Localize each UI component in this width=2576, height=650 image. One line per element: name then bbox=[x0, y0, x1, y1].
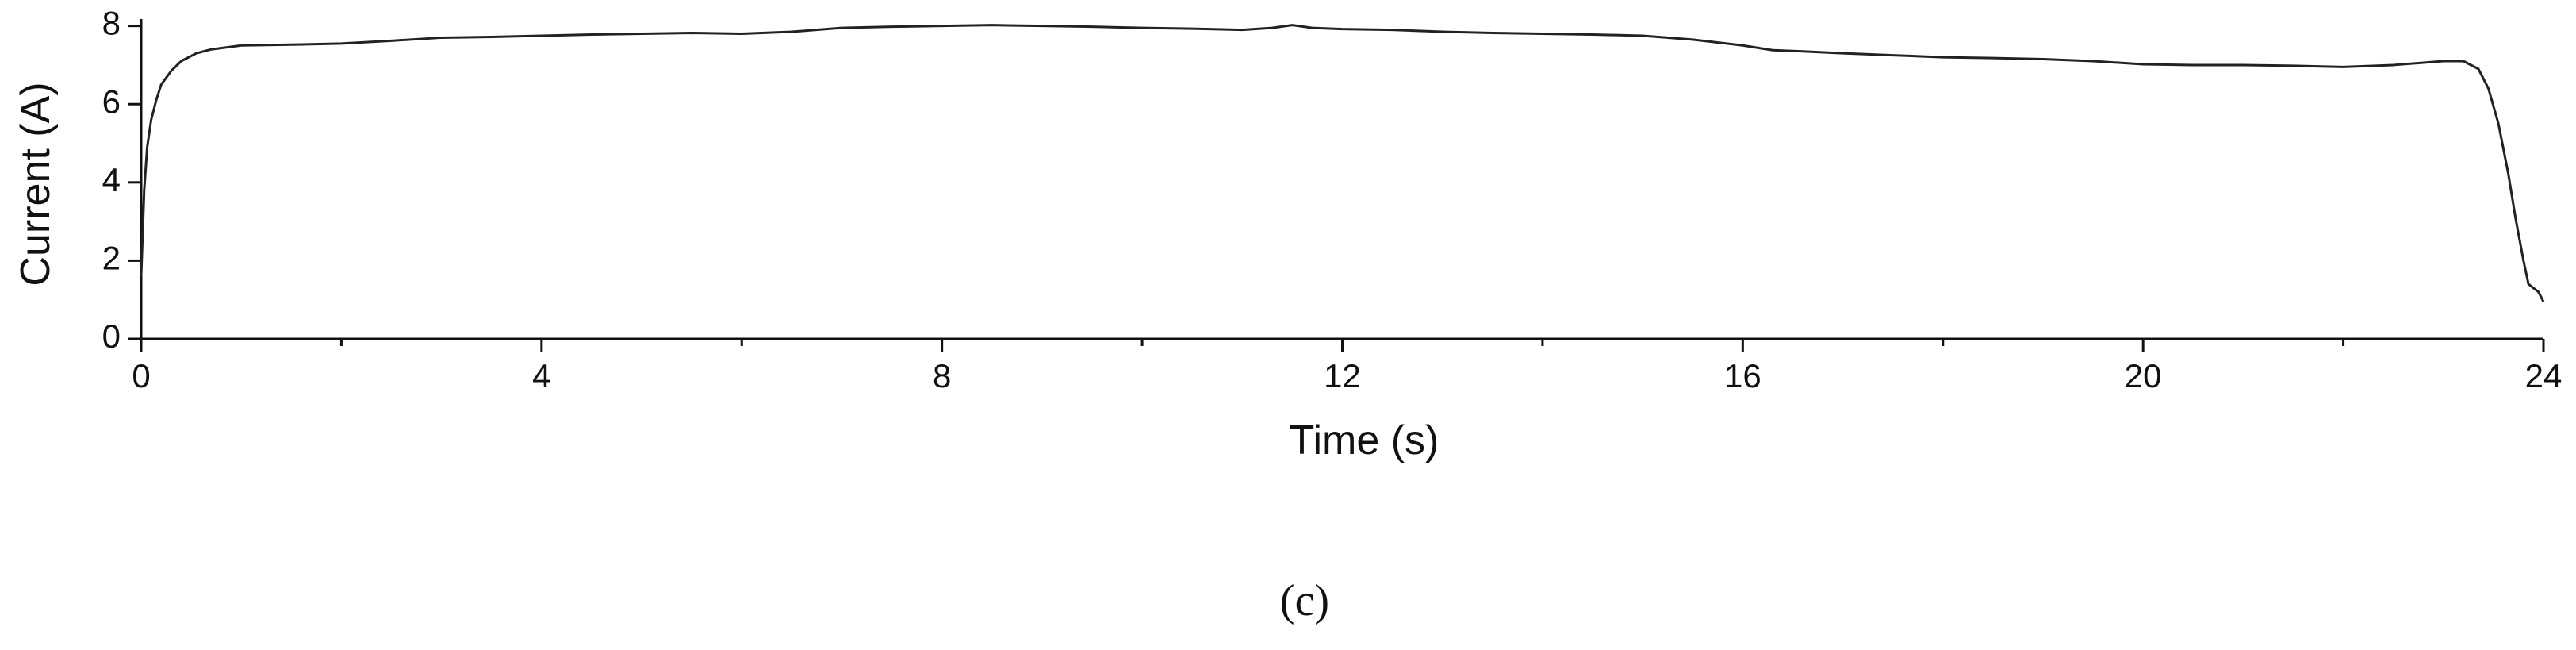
y-tick-label: 8 bbox=[102, 5, 121, 42]
y-tick-label: 6 bbox=[102, 83, 121, 120]
x-tick-label: 20 bbox=[2125, 357, 2162, 394]
data-line bbox=[140, 24, 2545, 302]
x-tick-label: 24 bbox=[2525, 357, 2563, 394]
x-tick-label: 8 bbox=[933, 357, 951, 394]
x-axis-title: Time (s) bbox=[1290, 417, 1439, 463]
x-tick-label: 0 bbox=[132, 357, 150, 394]
y-tick-label: 2 bbox=[102, 240, 121, 277]
x-tick-label: 16 bbox=[1724, 357, 1761, 394]
y-tick-label: 4 bbox=[102, 161, 121, 198]
y-tick-label: 0 bbox=[102, 317, 121, 355]
x-tick-label: 12 bbox=[1324, 357, 1361, 394]
panel-caption: (c) bbox=[1280, 576, 1329, 625]
y-axis-title: Current (A) bbox=[13, 82, 59, 286]
x-tick-label: 4 bbox=[532, 357, 550, 394]
